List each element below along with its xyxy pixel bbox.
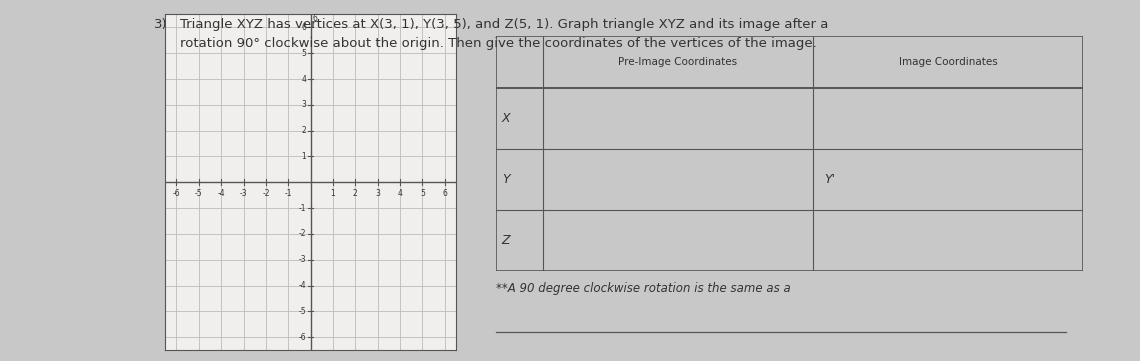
Text: X: X — [502, 112, 511, 125]
Text: Image Coordinates: Image Coordinates — [898, 57, 998, 67]
Text: Y': Y' — [824, 173, 836, 186]
Text: 3: 3 — [301, 100, 307, 109]
Text: 5: 5 — [301, 49, 307, 58]
Text: 3: 3 — [375, 189, 380, 198]
Text: Y: Y — [502, 173, 510, 186]
Text: 6: 6 — [312, 14, 317, 23]
Text: -4: -4 — [218, 189, 225, 198]
Text: Z: Z — [502, 234, 511, 247]
Text: 4: 4 — [398, 189, 402, 198]
Text: 2: 2 — [353, 189, 358, 198]
Text: -4: -4 — [299, 281, 307, 290]
Text: Triangle XYZ has vertices at X(3, 1), Y(3, 5), and Z(5, 1). Graph triangle XYZ a: Triangle XYZ has vertices at X(3, 1), Y(… — [180, 18, 829, 49]
Text: Pre-Image Coordinates: Pre-Image Coordinates — [618, 57, 738, 67]
Text: 4: 4 — [301, 74, 307, 83]
Text: -6: -6 — [299, 333, 307, 342]
Text: -5: -5 — [195, 189, 203, 198]
Text: 1: 1 — [331, 189, 335, 198]
Text: -1: -1 — [299, 204, 307, 213]
Text: 1: 1 — [301, 152, 307, 161]
Text: **A 90 degree clockwise rotation is the same as a: **A 90 degree clockwise rotation is the … — [496, 282, 791, 295]
Text: -2: -2 — [299, 230, 307, 239]
Text: -2: -2 — [262, 189, 270, 198]
Text: -5: -5 — [299, 307, 307, 316]
Text: 6: 6 — [442, 189, 447, 198]
Text: 6: 6 — [301, 23, 307, 32]
Text: -6: -6 — [172, 189, 180, 198]
Text: -1: -1 — [285, 189, 292, 198]
Text: 2: 2 — [301, 126, 307, 135]
Text: 5: 5 — [420, 189, 425, 198]
Text: 3): 3) — [154, 18, 168, 31]
Text: -3: -3 — [299, 255, 307, 264]
Text: -3: -3 — [239, 189, 247, 198]
